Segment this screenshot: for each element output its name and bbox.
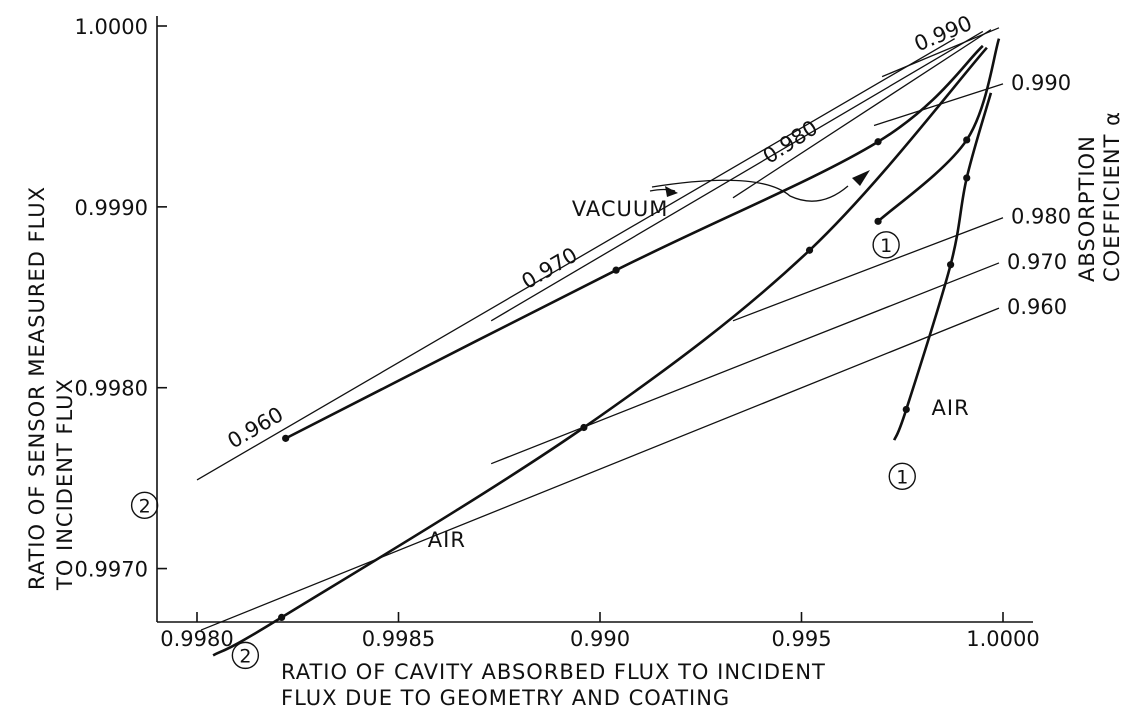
axes <box>156 16 1033 623</box>
air-curve-2-point-3 <box>805 246 814 254</box>
coefficient-alpha-label: COEFFICIENT α <box>1100 111 1123 282</box>
curve-group-marker-circle-3 <box>872 231 900 259</box>
right-label-line-2-group: COEFFICIENT α <box>1100 111 1123 282</box>
x-tick-label-4: 1.0000 <box>966 627 1039 651</box>
y-axis-title-line-1: RATIO OF SENSOR MEASURED FLUX <box>25 186 49 590</box>
air-curve-1-point-1 <box>902 405 910 414</box>
vacuum-curve-2-point-1 <box>612 266 620 274</box>
x-axis-title-line-2: FLUX DUE TO GEOMETRY AND COATING <box>281 686 730 710</box>
y-axis-title-line-2: TO INCIDENT FLUX <box>53 378 77 591</box>
alpha-line-0.970-set2 <box>490 30 984 322</box>
x-ticks: 0.9980 0.9985 0.990 0.995 1.0000 <box>160 612 1040 651</box>
y-tick-label-3: 1.0000 <box>75 15 148 39</box>
series-points <box>278 136 971 622</box>
air-curve-1-point-3 <box>963 174 971 182</box>
air-curve-2 <box>212 46 988 657</box>
x-tick-label-0: 0.9980 <box>160 627 233 651</box>
absorption-label: ABSORPTION <box>1075 135 1099 282</box>
curve-label-vacuum-0: VACUUM <box>572 197 669 221</box>
alpha-label-right-0.990: 0.990 <box>1011 71 1071 95</box>
curve-group-marker-circle-4 <box>888 462 916 491</box>
annotations: VACUUM AIR AIR 1 1 2 2 <box>130 197 970 670</box>
alpha-label-right-0.970: 0.970 <box>1007 250 1067 274</box>
vacuum-curve-1-point-0 <box>874 217 882 225</box>
air-curve-2-point-1 <box>278 613 286 622</box>
y-ticks: 0.9970 0.9980 0.9990 1.0000 <box>75 15 167 582</box>
right-label-line-1-group: ABSORPTION <box>1075 135 1099 282</box>
vacuum-curve-2-point-2 <box>874 138 882 146</box>
alpha-line-0.980-set1 <box>732 217 1004 322</box>
y-axis-title-line-2-group: TO INCIDENT FLUX <box>53 378 77 591</box>
vacuum-arrowhead-left <box>665 186 678 197</box>
curve-label-air-2: AIR <box>932 396 970 420</box>
y-axis-title-line-1-group: RATIO OF SENSOR MEASURED FLUX <box>25 186 49 590</box>
x-tick-label-1: 0.9985 <box>362 627 435 651</box>
y-tick-label-1: 0.9980 <box>75 377 148 401</box>
curve-group-marker-circle-5 <box>130 491 159 519</box>
curve-label-air-1: AIR <box>428 528 466 552</box>
air-curve-1-point-2 <box>947 261 955 269</box>
curve-group-marker-circle-6 <box>231 641 260 670</box>
vacuum-curve-2 <box>285 44 984 440</box>
x-tick-label-2: 0.990 <box>570 627 630 651</box>
x-tick-label-3: 0.995 <box>771 627 831 651</box>
alpha-lines <box>196 27 1004 631</box>
alpha-line-0.960-set1 <box>200 307 1000 631</box>
vacuum-arrow-right <box>651 179 849 202</box>
vacuum-arrows <box>649 170 870 202</box>
vacuum-arrowhead-right <box>852 170 870 186</box>
y-tick-label-2: 0.9990 <box>75 196 148 220</box>
vacuum-curve-1-point-1 <box>963 136 971 144</box>
alpha-line-0.970-set1 <box>490 262 1000 465</box>
alpha-label-right-0.960: 0.960 <box>1007 295 1067 319</box>
y-tick-label-0: 0.9970 <box>75 558 148 582</box>
vacuum-curve-2-point-0 <box>282 434 290 442</box>
alpha-line-0.990-set2 <box>881 27 1000 78</box>
alpha-label-right-0.980: 0.980 <box>1011 205 1071 229</box>
alpha-line-0.960-set2 <box>196 38 955 481</box>
curve-group-marker-3: 1 <box>880 235 892 257</box>
air-curve-2-point-2 <box>580 423 588 432</box>
alpha-line-0.980-set2 <box>732 29 992 199</box>
curve-group-marker-4: 1 <box>896 466 908 488</box>
x-axis-title-line-1: RATIO OF CAVITY ABSORBED FLUX TO INCIDEN… <box>281 660 826 684</box>
curve-group-marker-6: 2 <box>239 645 251 667</box>
series-curves <box>212 38 1001 657</box>
air-curve-1 <box>892 92 993 441</box>
alpha-label-upper-0.990: 0.990 <box>911 11 976 56</box>
curve-group-marker-5: 2 <box>139 495 151 517</box>
